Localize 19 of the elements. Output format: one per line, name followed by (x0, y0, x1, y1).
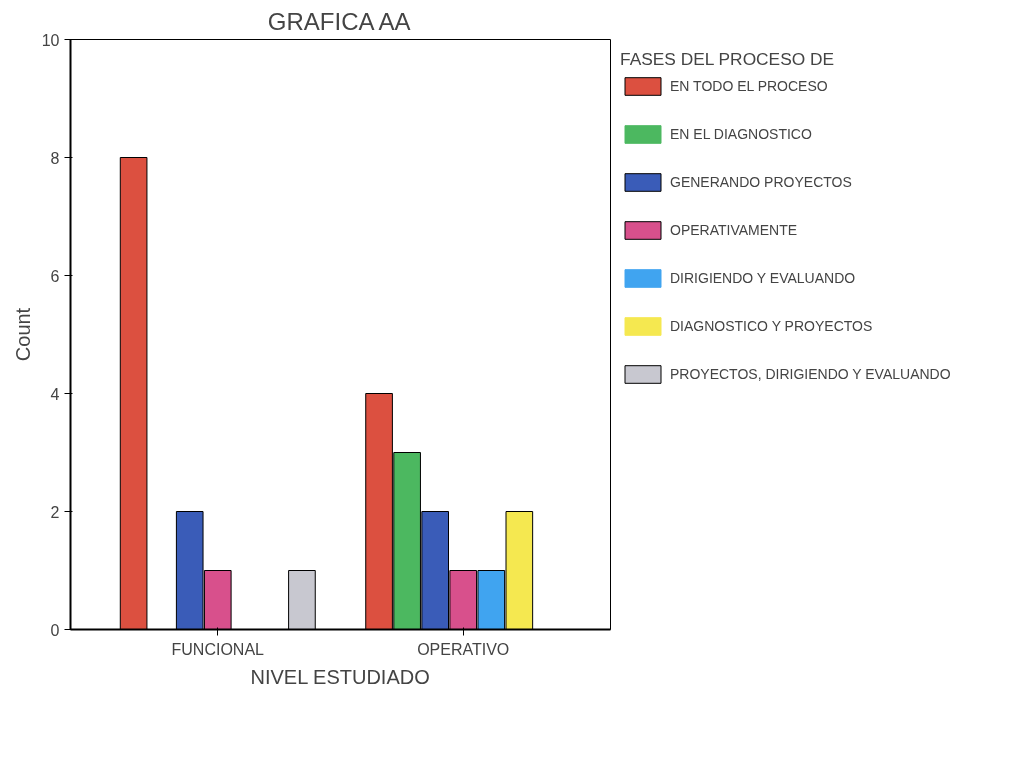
x-tick-label: OPERATIVO (417, 640, 510, 658)
y-axis-title: Count (11, 307, 34, 362)
x-axis-title: NIVEL ESTUDIADO (250, 665, 430, 688)
chart-title: GRAFICA AA (267, 7, 411, 35)
y-tick-label: 8 (50, 149, 60, 167)
x-tick-label: FUNCIONAL (171, 640, 265, 658)
y-tick-label: 4 (50, 385, 60, 403)
legend-label: OPERATIVAMENTE (670, 222, 798, 238)
legend-label: EN TODO EL PROCESO (670, 78, 828, 94)
y-tick-label: 0 (50, 621, 60, 639)
legend-label: PROYECTOS, DIRIGIENDO Y EVALUANDO (670, 366, 951, 382)
y-tick-label: 10 (41, 31, 60, 49)
legend-label: DIAGNOSTICO Y PROYECTOS (670, 318, 873, 334)
legend-title: FASES DEL PROCESO DE (620, 49, 836, 70)
legend-label: DIRIGIENDO Y EVALUANDO (670, 270, 856, 286)
y-tick-label: 6 (50, 267, 60, 285)
y-tick-label: 2 (50, 503, 60, 521)
legend-label: GENERANDO PROYECTOS (670, 174, 852, 190)
legend-label: EN EL DIAGNOSTICO (670, 126, 812, 142)
